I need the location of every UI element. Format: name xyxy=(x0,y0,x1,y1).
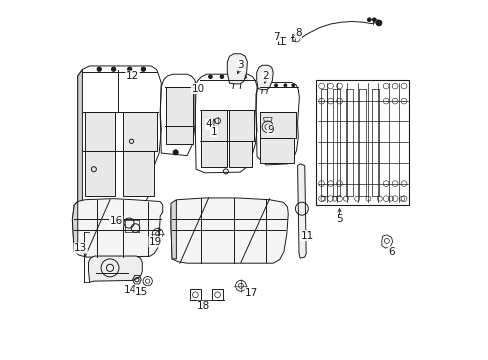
Polygon shape xyxy=(229,140,251,167)
Polygon shape xyxy=(260,112,296,138)
Circle shape xyxy=(367,18,370,22)
Polygon shape xyxy=(201,110,226,140)
Text: 17: 17 xyxy=(244,288,258,298)
Circle shape xyxy=(97,67,101,71)
Polygon shape xyxy=(171,200,176,259)
Polygon shape xyxy=(171,198,287,263)
Text: 1: 1 xyxy=(210,127,217,136)
Polygon shape xyxy=(85,112,115,151)
Text: 5: 5 xyxy=(336,215,342,224)
Text: 18: 18 xyxy=(196,301,209,311)
Circle shape xyxy=(141,67,145,71)
Circle shape xyxy=(284,84,286,87)
Polygon shape xyxy=(72,202,78,252)
Circle shape xyxy=(242,75,246,78)
Circle shape xyxy=(220,75,223,78)
Text: 6: 6 xyxy=(387,247,394,257)
Text: 12: 12 xyxy=(126,71,139,81)
Circle shape xyxy=(265,84,267,87)
Text: 16: 16 xyxy=(109,216,122,226)
Circle shape xyxy=(375,20,381,26)
Polygon shape xyxy=(256,65,273,90)
Polygon shape xyxy=(122,112,156,151)
Polygon shape xyxy=(88,256,142,282)
Text: 15: 15 xyxy=(135,287,148,297)
Polygon shape xyxy=(227,54,247,84)
Circle shape xyxy=(291,84,294,87)
Polygon shape xyxy=(78,69,82,205)
Polygon shape xyxy=(297,164,305,258)
Polygon shape xyxy=(85,151,115,196)
Circle shape xyxy=(372,18,375,22)
Text: 13: 13 xyxy=(74,243,87,253)
Circle shape xyxy=(127,67,132,71)
Text: 2: 2 xyxy=(262,71,269,81)
Polygon shape xyxy=(260,138,293,163)
Text: 14: 14 xyxy=(124,285,137,295)
Circle shape xyxy=(208,75,212,78)
Circle shape xyxy=(274,84,277,87)
Text: 4: 4 xyxy=(205,120,211,129)
Polygon shape xyxy=(229,110,254,140)
Polygon shape xyxy=(72,199,163,257)
Polygon shape xyxy=(201,140,226,167)
Polygon shape xyxy=(165,126,192,144)
Text: 8: 8 xyxy=(294,28,301,38)
Text: 9: 9 xyxy=(267,125,273,135)
Circle shape xyxy=(231,75,235,78)
Text: 7: 7 xyxy=(273,32,280,41)
Polygon shape xyxy=(165,87,192,126)
Text: 19: 19 xyxy=(149,237,162,247)
Text: 10: 10 xyxy=(191,84,204,94)
Circle shape xyxy=(173,150,178,155)
Text: 3: 3 xyxy=(237,60,244,70)
Text: 11: 11 xyxy=(300,231,313,240)
Circle shape xyxy=(111,67,116,71)
Polygon shape xyxy=(122,151,154,196)
